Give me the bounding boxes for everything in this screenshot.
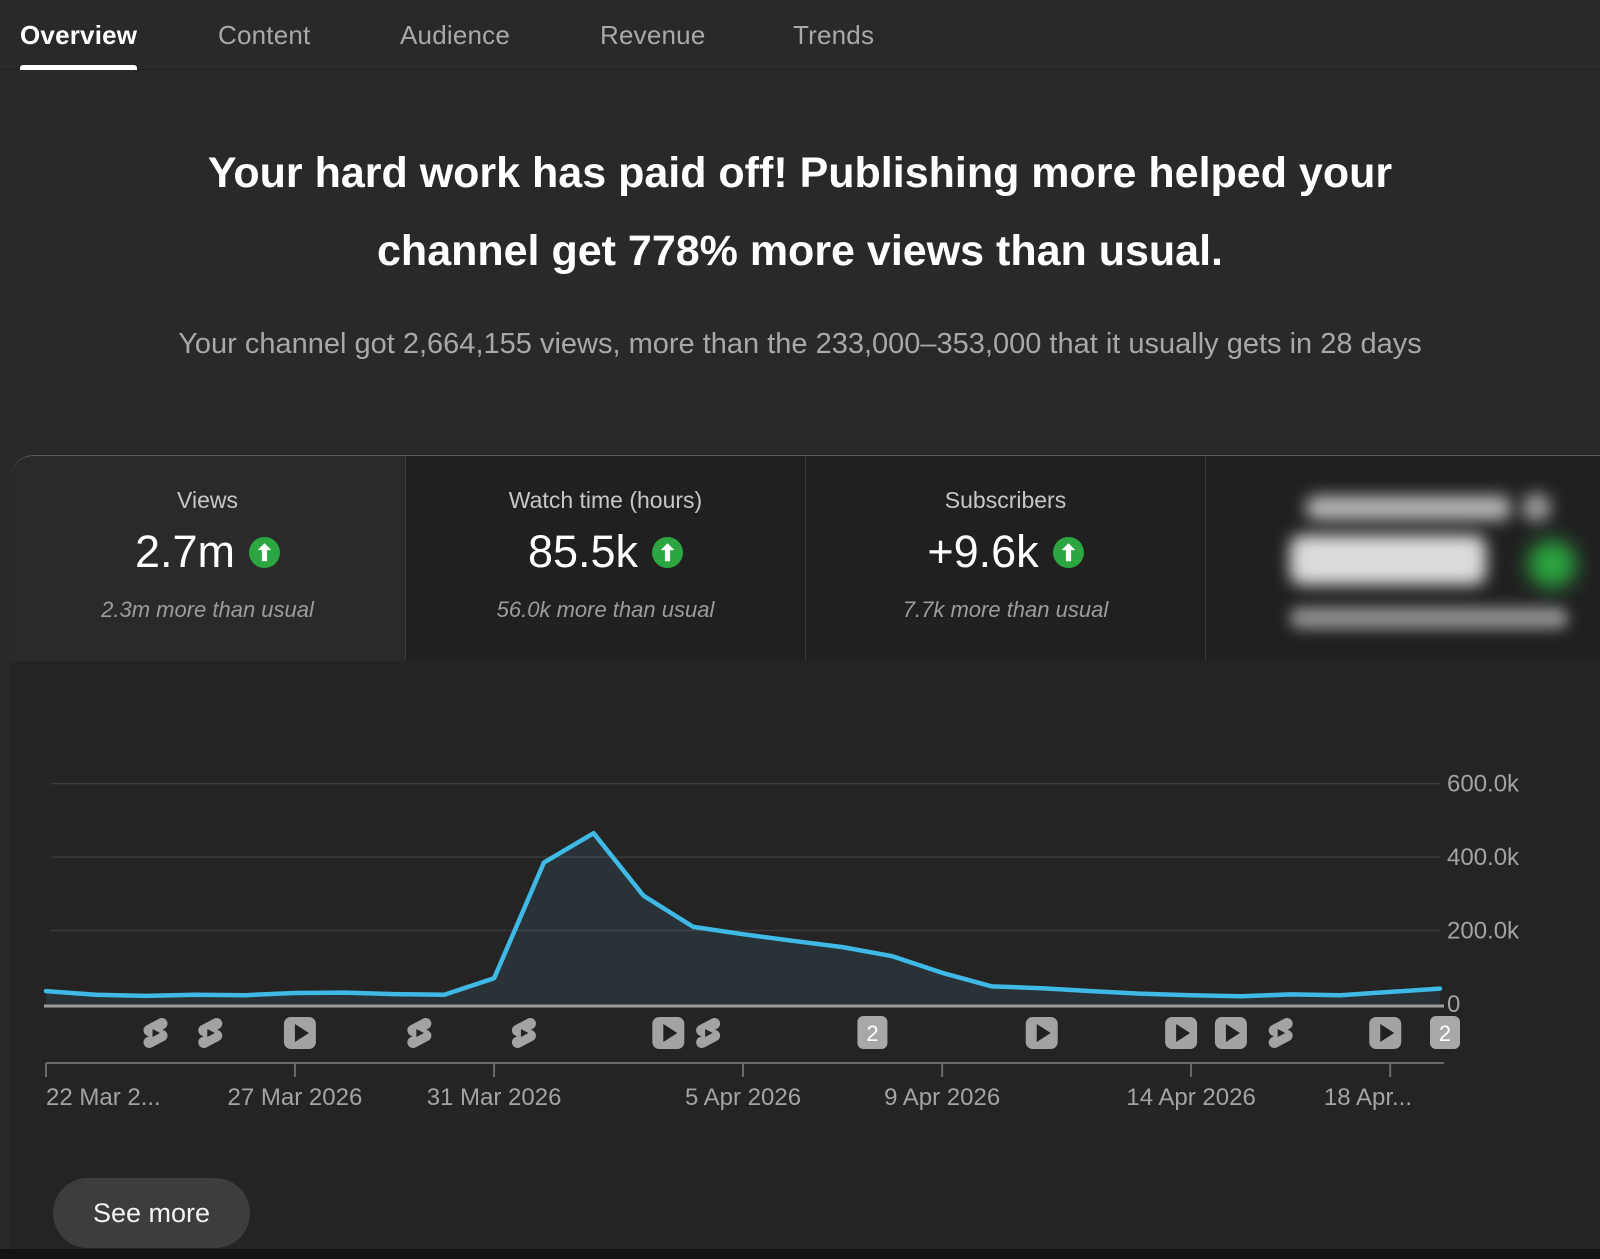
metric-card-redacted[interactable] [1205,456,1600,661]
info-icon [1522,493,1551,522]
svg-text:2: 2 [1439,1021,1451,1046]
x-axis-tick-label: 5 Apr 2026 [685,1084,801,1111]
tab-trends-label: Trends [793,19,875,50]
shorts-icon[interactable] [198,1018,223,1048]
x-axis-tick-label: 18 Apr... [1324,1084,1412,1111]
tab-trends[interactable]: Trends [793,0,874,70]
metric-value: 2.7m [134,526,236,577]
active-tab-underline [20,65,138,70]
trend-up-icon [1528,540,1576,588]
redacted-metric-value [1290,535,1486,585]
trend-up-icon [1052,536,1084,568]
svg-text:2: 2 [866,1021,878,1046]
page-title-line2: channel get 778% more views than usual. [377,227,1223,275]
multi-video-badge[interactable]: 2 [857,1016,888,1049]
metric-note: 56.0k more than usual [496,597,715,622]
shorts-icon[interactable] [407,1018,432,1048]
tab-revenue-label: Revenue [600,19,706,50]
video-play-icon[interactable] [1369,1017,1402,1049]
redacted-metric-label [1306,496,1511,520]
y-axis-tick-label: 0 [1447,991,1460,1018]
metric-label: Watch time (hours) [508,487,703,513]
tab-audience-label: Audience [400,19,511,50]
shorts-icon[interactable] [143,1018,168,1048]
multi-video-badge[interactable]: 2 [1429,1016,1460,1049]
video-play-icon[interactable] [1214,1017,1247,1049]
tab-overview[interactable]: Overview [20,0,138,70]
shorts-icon[interactable] [511,1018,536,1048]
metric-label: Subscribers [944,487,1067,513]
views-line-series[interactable] [43,830,1443,999]
x-axis-tick-label: 9 Apr 2026 [884,1084,1000,1111]
metric-label: Views [177,487,238,513]
metric-note: 2.3m more than usual [101,597,314,622]
x-axis-tick-label: 27 Mar 2026 [228,1084,363,1111]
metric-cards-row: Views 2.7m 2.3m more than usual Watch ti… [10,456,1600,661]
x-axis-tick-label: 31 Mar 2026 [427,1084,562,1111]
analytics-tabs: Overview Content Audience Revenue Trends [0,0,1600,70]
y-axis-tick-label: 400.0k [1447,844,1520,871]
video-play-icon[interactable] [1165,1017,1198,1049]
shorts-icon[interactable] [1268,1018,1293,1048]
x-axis-tick-label: 22 Mar 2... [46,1084,161,1111]
views-trend-chart[interactable]: 600.0k 400.0k 200.0k 0 2 2 22 Mar 2... 27 Mar 2… [0,690,1600,1120]
page-title: Your hard work has paid off! Publishing … [0,134,1600,290]
video-play-icon[interactable] [1025,1017,1058,1049]
metric-card-watch-time[interactable]: Watch time (hours) 85.5k 56.0k more than… [405,456,805,661]
redacted-metric-note [1290,607,1568,629]
tab-content-label: Content [218,19,311,50]
y-axis-tick-label: 200.0k [1447,918,1520,945]
page-title-line1: Your hard work has paid off! Publishing … [207,149,1393,197]
chart-area-fill [46,833,1440,1004]
tab-overview-label: Overview [20,19,138,50]
trend-up-icon [249,536,281,568]
next-section-edge [0,1249,1600,1259]
tab-content[interactable]: Content [218,0,310,70]
metric-value: +9.6k [927,526,1039,577]
shorts-icon[interactable] [696,1018,721,1048]
video-play-icon[interactable] [283,1017,316,1049]
page-subtitle: Your channel got 2,664,155 views, more t… [178,328,1422,360]
metric-note: 7.7k more than usual [902,597,1109,622]
see-more-button[interactable]: See more [53,1178,251,1248]
tab-audience[interactable]: Audience [400,0,510,70]
x-axis-tick-label: 14 Apr 2026 [1126,1084,1255,1111]
metric-value: 85.5k [527,526,639,577]
metric-card-views[interactable]: Views 2.7m 2.3m more than usual [10,456,405,661]
video-play-icon[interactable] [652,1017,685,1049]
trend-up-icon [652,536,684,568]
tab-revenue[interactable]: Revenue [600,0,705,70]
y-axis-tick-label: 600.0k [1447,771,1520,798]
metric-card-subscribers[interactable]: Subscribers +9.6k 7.7k more than usual [805,456,1205,661]
